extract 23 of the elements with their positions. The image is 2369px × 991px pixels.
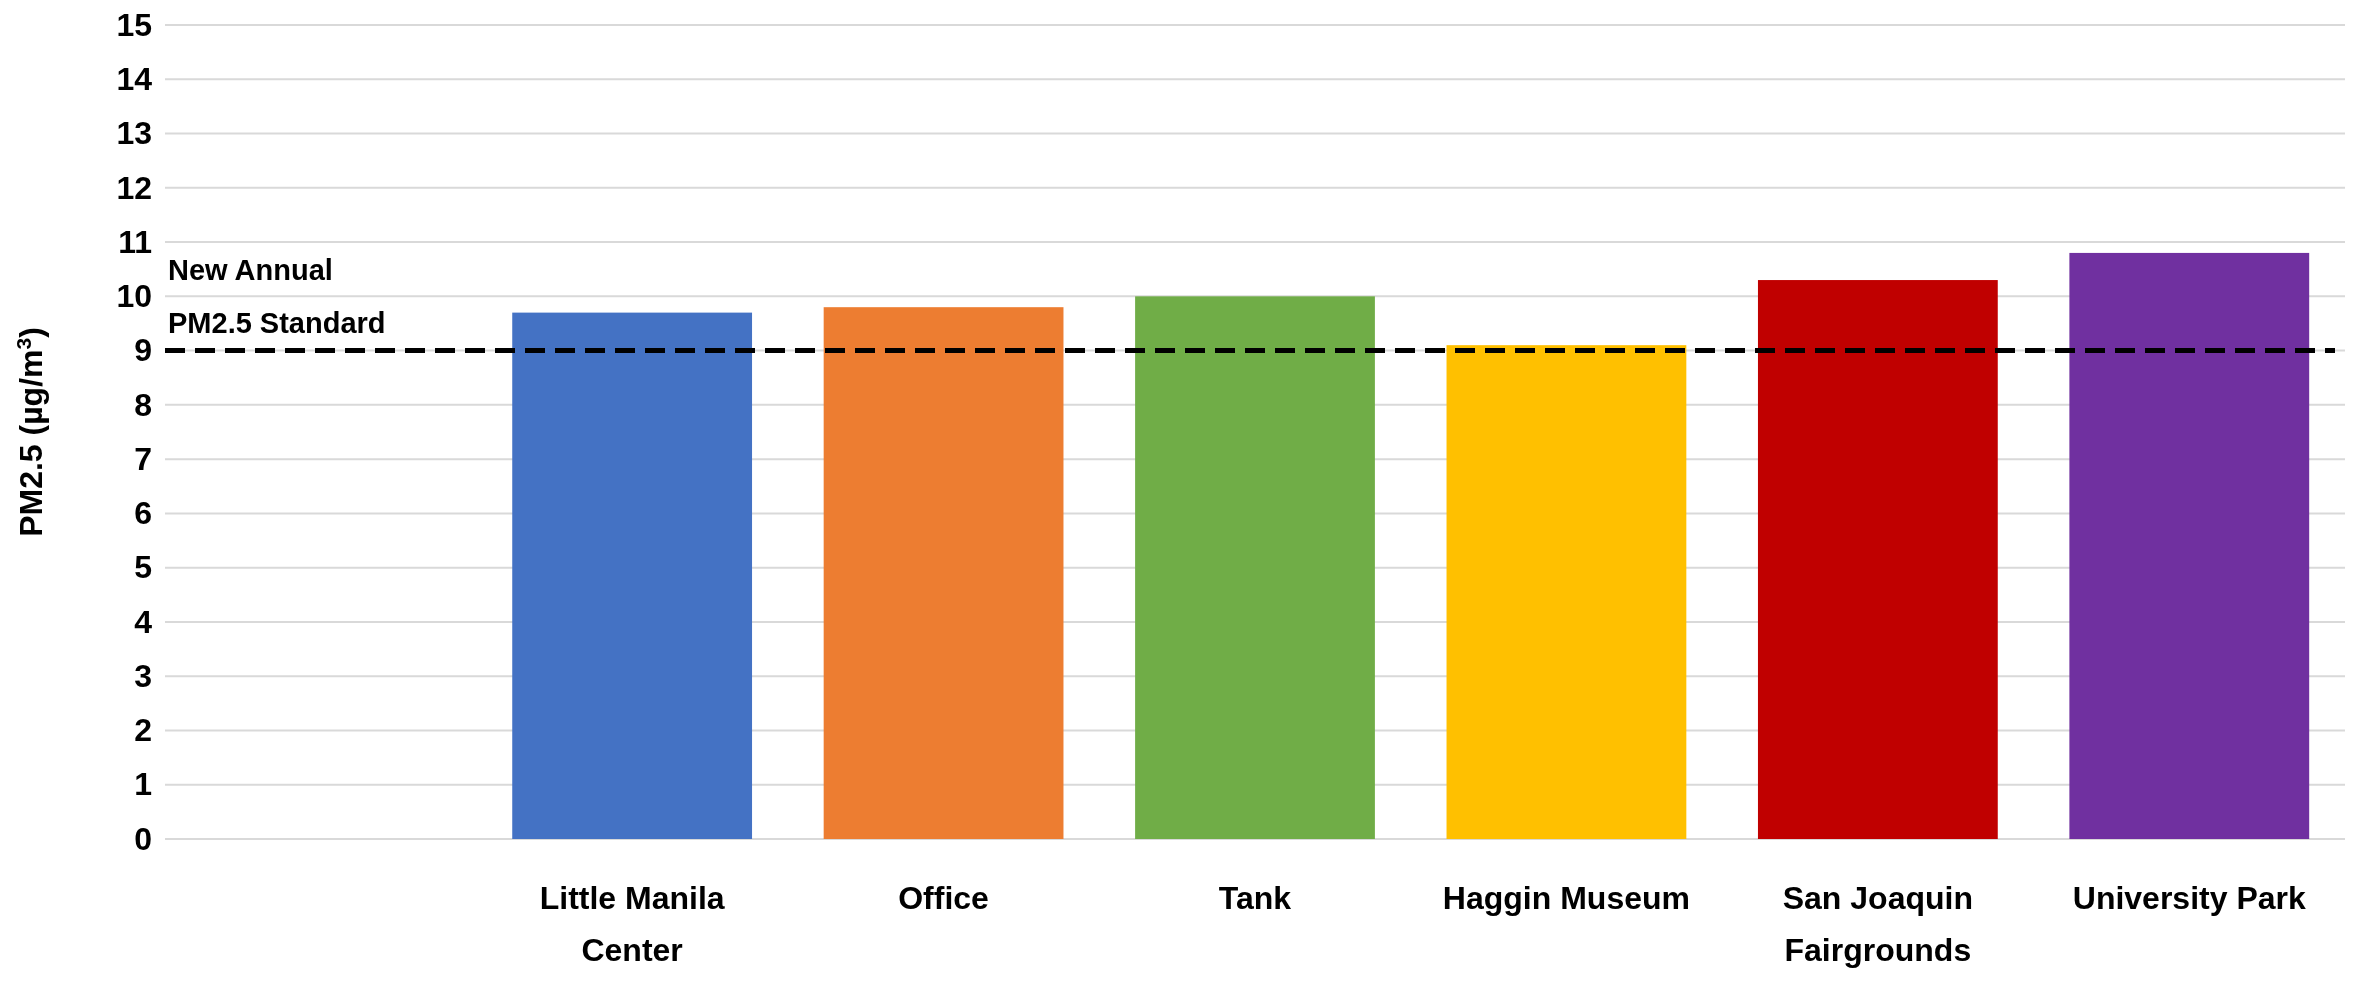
y-tick-label: 5	[134, 549, 152, 586]
ref-line-label: New Annual PM2.5 Standard	[168, 253, 386, 339]
x-tick-label: Office	[898, 880, 989, 916]
y-tick-label: 11	[118, 223, 152, 260]
y-tick-label: 2	[134, 712, 152, 749]
y-tick-label: 6	[134, 495, 152, 532]
x-tick-label: Haggin Museum	[1442, 880, 1690, 916]
y-tick-label: 12	[116, 169, 152, 206]
y-tick-label: 4	[134, 603, 153, 640]
x-tick-label: Tank	[1218, 880, 1292, 916]
x-tick-label: Little Manila Center	[539, 880, 725, 968]
x-tick-label: University Park	[2072, 880, 2306, 916]
x-tick-label: San Joaquin Fairgrounds	[1782, 880, 1973, 968]
y-tick-label: 15	[116, 6, 152, 43]
y-tick-label: 8	[134, 386, 152, 423]
y-tick-label: 3	[134, 657, 152, 694]
y-tick-label: 1	[134, 766, 152, 803]
y-tick-label: 13	[116, 115, 152, 152]
y-tick-label: 14	[116, 61, 153, 98]
y-tick-label: 7	[134, 440, 152, 477]
y-tick-label: 0	[134, 820, 152, 857]
y-tick-label: 10	[116, 278, 152, 315]
y-tick-label: 9	[134, 332, 152, 369]
